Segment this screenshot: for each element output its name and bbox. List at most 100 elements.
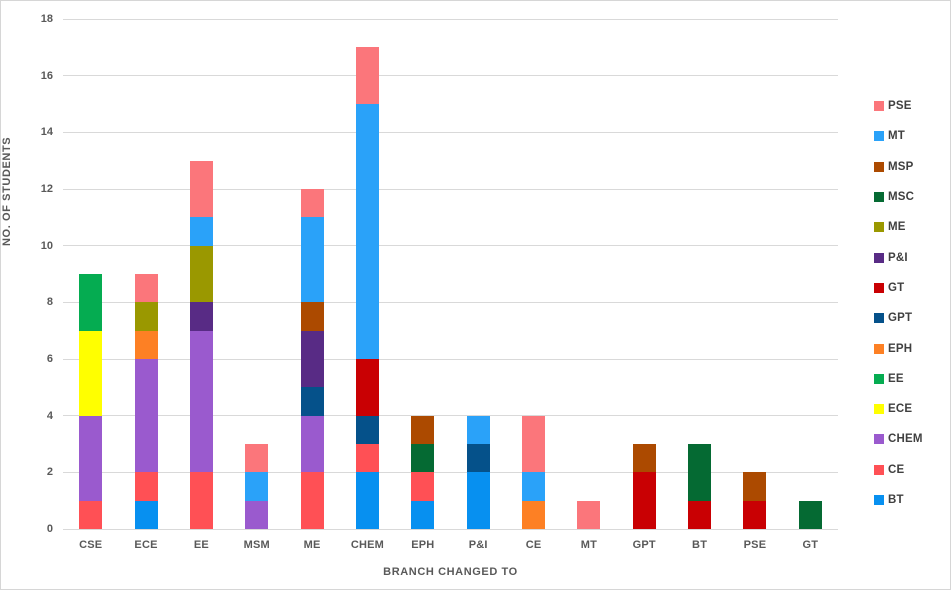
bar-segment-mt-chem[interactable]	[355, 104, 379, 360]
bar-segment-msc-gt[interactable]	[798, 500, 822, 529]
bar-segment-bt-eph[interactable]	[411, 500, 435, 529]
bar-segment-ee-cse[interactable]	[79, 274, 103, 331]
gridline-y-16	[63, 75, 838, 77]
bar-segment-msp-me[interactable]	[300, 302, 324, 331]
legend-label-ece: ECE	[888, 403, 913, 416]
bar-ece	[134, 274, 158, 529]
gridline-y-14	[63, 131, 838, 133]
bar-segment-ce-ece[interactable]	[134, 472, 158, 501]
bar-ce	[522, 415, 546, 529]
legend-item-gt[interactable]: GT	[874, 273, 923, 303]
bar-segment-pse-me[interactable]	[300, 189, 324, 218]
legend-item-mt[interactable]: MT	[874, 121, 923, 151]
bar-segment-mt-ee[interactable]	[189, 217, 213, 246]
bar-segment-ce-cse[interactable]	[79, 500, 103, 529]
legend-item-gpt[interactable]: GPT	[874, 303, 923, 333]
legend-item-ce[interactable]: CE	[874, 455, 923, 485]
bar-ee	[189, 160, 213, 529]
bar-segment-gt-chem[interactable]	[355, 359, 379, 416]
bar-segment-gpt-pi[interactable]	[466, 444, 490, 473]
legend: PSE MT MSP MSC ME P&I GT GPT EPH EE ECE CHEM CE BT	[874, 91, 923, 515]
bar-segment-bt-pi[interactable]	[466, 472, 490, 529]
bar-gpt	[632, 444, 656, 529]
bar-segment-mt-me[interactable]	[300, 217, 324, 303]
legend-swatch-msc	[874, 192, 884, 203]
bar-segment-msc-bt[interactable]	[688, 444, 712, 501]
bar-segment-pse-ce[interactable]	[522, 415, 546, 473]
gridline-y-4	[63, 415, 838, 417]
bar-mt	[577, 500, 601, 529]
legend-swatch-gt	[874, 282, 884, 293]
y-tick-label-14: 14	[40, 126, 53, 139]
legend-item-me[interactable]: ME	[874, 212, 923, 242]
bar-segment-gpt-chem[interactable]	[355, 415, 379, 445]
bar-segment-mt-msm[interactable]	[245, 472, 269, 501]
bar-segment-gt-pse[interactable]	[743, 500, 767, 529]
legend-swatch-chem	[874, 434, 884, 445]
legend-swatch-eph	[874, 343, 884, 354]
bar-segment-pse-msm[interactable]	[245, 444, 269, 473]
bar-segment-bt-ece[interactable]	[134, 500, 158, 529]
bar-segment-ce-ee[interactable]	[189, 472, 213, 529]
legend-item-bt[interactable]: BT	[874, 485, 923, 515]
bar-segment-msp-pse[interactable]	[743, 472, 767, 501]
legend-label-ce: CE	[888, 463, 905, 476]
y-tick-label-18: 18	[40, 13, 53, 25]
gridline-y-8	[63, 301, 838, 303]
bar-segment-ce-chem[interactable]	[355, 444, 379, 473]
legend-item-pse[interactable]: PSE	[874, 91, 923, 121]
gridline-y-18	[63, 18, 838, 20]
bar-pse	[743, 472, 767, 529]
legend-item-chem[interactable]: CHEM	[874, 424, 923, 454]
gridline-y-2	[63, 471, 838, 473]
y-tick-label-0: 0	[46, 523, 53, 535]
bar-segment-eph-ece[interactable]	[134, 330, 158, 360]
bar-segment-chem-me[interactable]	[300, 415, 324, 473]
legend-label-gpt: GPT	[888, 312, 913, 325]
bar-segment-ece-cse[interactable]	[79, 330, 103, 416]
bar-msm	[245, 444, 269, 529]
bar-segment-me-ee[interactable]	[189, 245, 213, 303]
bar-segment-pse-ee[interactable]	[189, 160, 213, 218]
bar-segment-pse-ece[interactable]	[134, 274, 158, 303]
bar-segment-ce-eph[interactable]	[411, 472, 435, 501]
gridline-y-12	[63, 188, 838, 190]
legend-label-msc: MSC	[888, 191, 915, 204]
legend-item-ee[interactable]: EE	[874, 364, 923, 394]
bar-segment-gt-gpt[interactable]	[632, 472, 656, 529]
legend-item-eph[interactable]: EPH	[874, 333, 923, 363]
bar-eph	[411, 415, 435, 529]
bar-segment-chem-msm[interactable]	[245, 500, 269, 529]
bar-segment-chem-ee[interactable]	[189, 330, 213, 473]
bar-segment-pse-chem[interactable]	[355, 47, 379, 105]
legend-swatch-ee	[874, 373, 884, 384]
legend-item-msp[interactable]: MSP	[874, 152, 923, 182]
bar-segment-ce-me[interactable]	[300, 472, 324, 529]
bar-segment-bt-chem[interactable]	[355, 472, 379, 529]
legend-item-pi[interactable]: P&I	[874, 242, 923, 272]
x-category-label-gpt: GPT	[632, 539, 656, 551]
bar-segment-chem-ece[interactable]	[134, 359, 158, 473]
bar-segment-gpt-me[interactable]	[300, 387, 324, 416]
bar-segment-pse-mt[interactable]	[577, 500, 601, 529]
y-tick-label-10: 10	[40, 239, 53, 252]
legend-item-msc[interactable]: MSC	[874, 182, 923, 212]
y-tick-label-16: 16	[40, 69, 53, 82]
bar-segment-msc-eph[interactable]	[411, 444, 435, 473]
bar-segment-eph-ce[interactable]	[522, 500, 546, 529]
bar-segment-gt-bt[interactable]	[688, 500, 712, 529]
x-category-label-pi: P&I	[468, 539, 488, 551]
bar-segment-pi-me[interactable]	[300, 330, 324, 388]
bar-segment-chem-cse[interactable]	[79, 415, 103, 501]
legend-item-ece[interactable]: ECE	[874, 394, 923, 424]
bar-segment-me-ece[interactable]	[134, 302, 158, 331]
bar-segment-mt-pi[interactable]	[466, 415, 490, 445]
bar-segment-mt-ce[interactable]	[522, 472, 546, 501]
x-category-label-gt: GT	[802, 539, 819, 551]
bar-segment-pi-ee[interactable]	[189, 302, 213, 331]
bar-gt	[798, 500, 822, 529]
bar-segment-msp-eph[interactable]	[411, 415, 435, 445]
bar-segment-msp-gpt[interactable]	[632, 444, 656, 473]
legend-label-pi: P&I	[888, 251, 908, 264]
